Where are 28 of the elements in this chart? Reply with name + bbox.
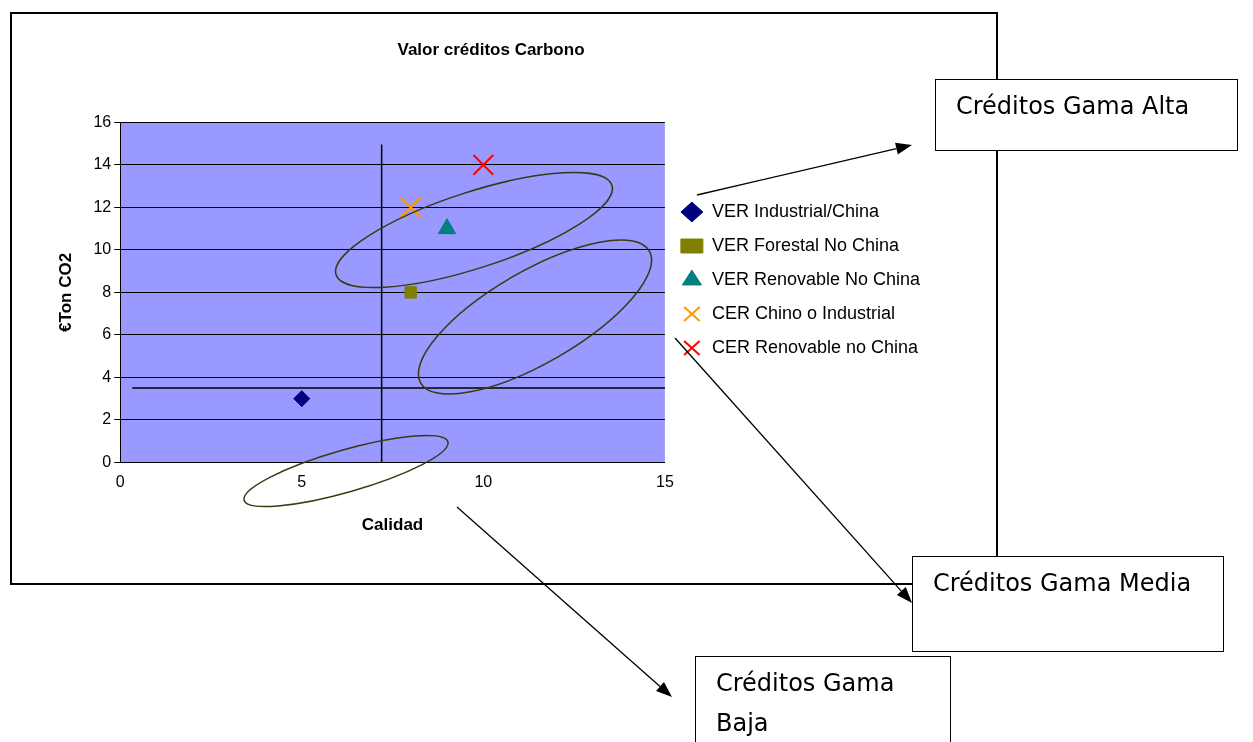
chart-title: Valor créditos Carbono — [397, 39, 585, 59]
y-tick-label: 8 — [102, 282, 112, 300]
y-tick-label: 16 — [93, 112, 112, 130]
text: Créditos Gama Baja — [695, 656, 951, 742]
y-tick-label: 4 — [102, 367, 112, 385]
legend-label: VER Forestal No China — [711, 234, 900, 255]
y-tick-label: 12 — [93, 197, 112, 215]
y-tick-label: 14 — [93, 155, 112, 173]
legend-label: VER Renovable No China — [711, 268, 921, 289]
x-tick-label: 0 — [115, 473, 125, 491]
point — [399, 196, 422, 219]
legend-label: CER Chino o Industrial — [711, 302, 895, 323]
x-tick-label: 15 — [655, 473, 674, 491]
x-axis-title: Calidad — [361, 515, 424, 535]
y-tick-label: 2 — [102, 410, 112, 428]
text: Créditos Gama Media — [912, 556, 1224, 652]
legend-label: VER Industrial/China — [711, 200, 880, 221]
legend-label: CER Renovable no China — [711, 336, 919, 357]
y-tick-label: 0 — [102, 452, 112, 470]
text: Créditos Gama Alta — [935, 79, 1238, 151]
y-tick-label: 10 — [93, 240, 112, 258]
point — [472, 154, 495, 176]
point — [293, 390, 311, 408]
y-tick-label: 6 — [102, 325, 112, 343]
point — [404, 286, 417, 299]
x-tick-label: 10 — [474, 473, 493, 491]
x-tick-label: 5 — [297, 473, 307, 491]
y-axis-title: €Ton CO2 — [55, 252, 75, 332]
